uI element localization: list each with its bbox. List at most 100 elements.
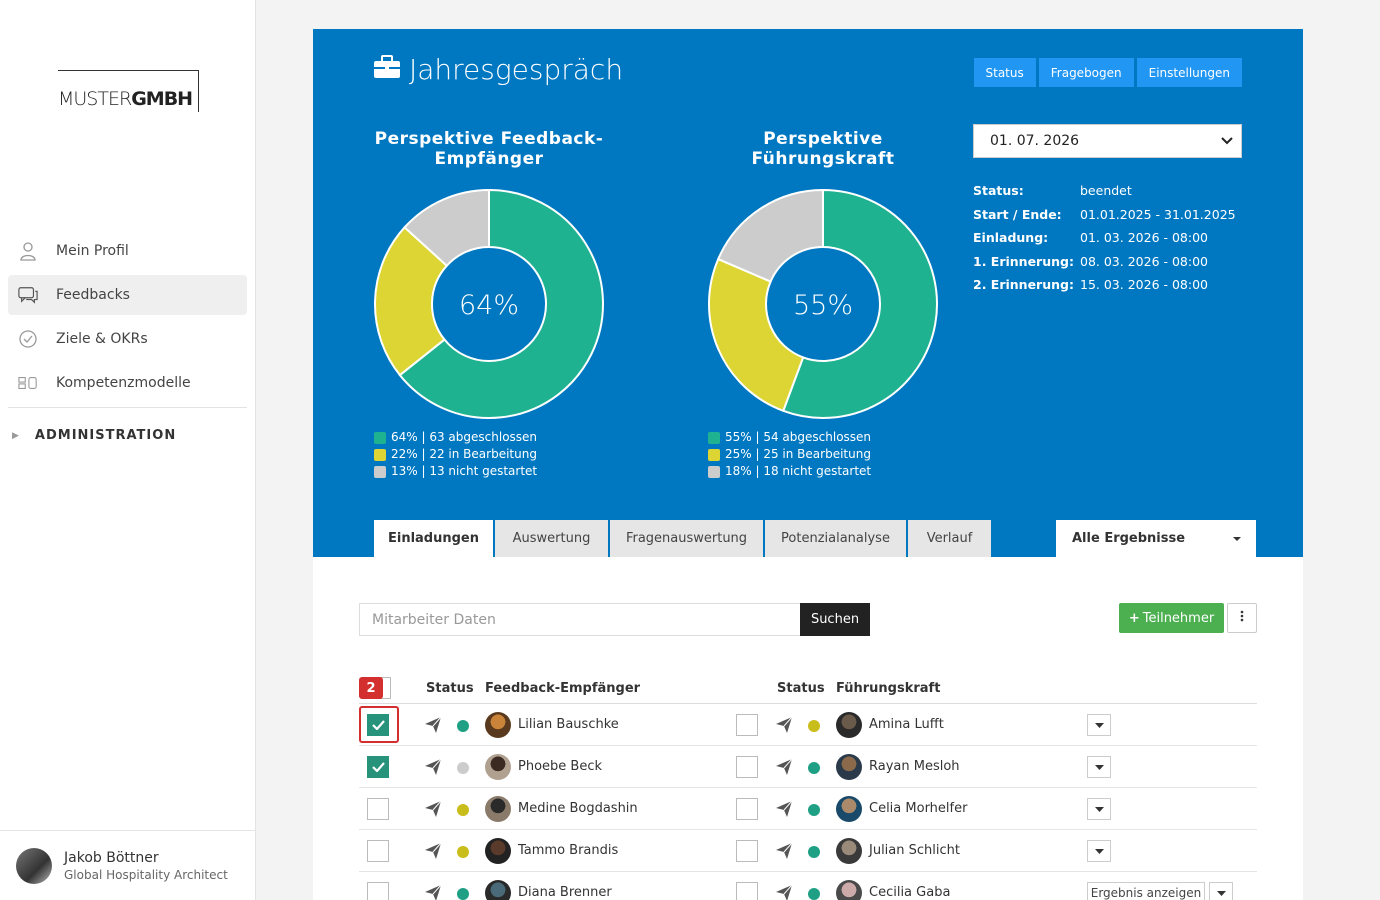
avatar bbox=[485, 838, 511, 864]
search-button[interactable]: Suchen bbox=[800, 603, 870, 636]
result-filter-select[interactable]: Alle Ergebnisse bbox=[1056, 520, 1256, 557]
chart-title-right: Perspektive Führungskraft bbox=[707, 129, 939, 169]
manager-name[interactable]: Rayan Mesloh bbox=[869, 759, 960, 774]
send-icon[interactable] bbox=[424, 842, 442, 860]
date-select[interactable]: 01. 07. 2026 bbox=[973, 124, 1242, 158]
check-icon bbox=[371, 720, 385, 730]
status-button[interactable]: Status bbox=[973, 58, 1036, 87]
row-actions-dropdown[interactable] bbox=[1087, 714, 1111, 736]
sidebar-item-mein-profil[interactable]: Mein Profil bbox=[8, 231, 247, 271]
column-header-status: Status bbox=[426, 681, 474, 696]
highlight-box bbox=[359, 706, 399, 743]
manager-name[interactable]: Celia Morhelfer bbox=[869, 801, 968, 816]
sidebar-item-ziele[interactable]: Ziele & OKRs bbox=[8, 319, 247, 359]
chart-legend-right: 55% | 54 abgeschlossen 25% | 25 in Bearb… bbox=[708, 429, 871, 480]
row-checkbox[interactable] bbox=[367, 798, 389, 820]
avatar bbox=[836, 754, 862, 780]
tab-auswertung[interactable]: Auswertung bbox=[495, 520, 608, 557]
sidebar-item-label: Kompetenzmodelle bbox=[56, 375, 191, 391]
logo-text: MUSTER bbox=[58, 88, 132, 110]
chat-icon bbox=[18, 285, 38, 305]
row-actions-dropdown[interactable] bbox=[1209, 882, 1233, 900]
check-circle-icon bbox=[18, 329, 38, 349]
user-profile[interactable]: Jakob Böttner Global Hospitality Archite… bbox=[0, 830, 256, 900]
status-dot bbox=[457, 762, 469, 774]
info-key: 2. Erinnerung: bbox=[973, 277, 1074, 293]
row-checkbox[interactable] bbox=[367, 714, 389, 736]
page-title-text: Jahresgespräch bbox=[409, 53, 624, 86]
send-icon[interactable] bbox=[775, 716, 793, 734]
send-icon[interactable] bbox=[775, 758, 793, 776]
donut-slice-in-Bearbeitung bbox=[708, 257, 805, 413]
tab-fragenauswertung[interactable]: Fragenauswertung bbox=[610, 520, 763, 557]
row-checkbox[interactable] bbox=[367, 756, 389, 778]
legend-item: 18% | 18 nicht gestartet bbox=[708, 463, 871, 480]
tab-potenzialanalyse[interactable]: Potenzialanalyse bbox=[765, 520, 906, 557]
legend-label: 13% | 13 nicht gestartet bbox=[391, 464, 538, 478]
briefcase-icon bbox=[373, 53, 401, 86]
tab-verlauf[interactable]: Verlauf bbox=[908, 520, 991, 557]
add-participant-button[interactable]: + Teilnehmer bbox=[1119, 603, 1224, 633]
send-icon[interactable] bbox=[424, 758, 442, 776]
info-key: 1. Erinnerung: bbox=[973, 253, 1074, 269]
row-actions-dropdown[interactable] bbox=[1087, 798, 1111, 820]
row-actions-dropdown[interactable] bbox=[1087, 840, 1111, 862]
legend-item: 64% | 63 abgeschlossen bbox=[374, 429, 537, 446]
chart-title-line: Perspektive bbox=[763, 129, 883, 149]
caret-down-icon bbox=[1094, 848, 1104, 854]
recipient-name[interactable]: Phoebe Beck bbox=[518, 759, 603, 774]
sidebar-section-label: ADMINISTRATION bbox=[34, 428, 177, 443]
avatar bbox=[836, 712, 862, 738]
row-checkbox[interactable] bbox=[367, 882, 389, 900]
manager-checkbox[interactable] bbox=[736, 756, 758, 778]
send-icon[interactable] bbox=[775, 842, 793, 860]
legend-swatch bbox=[374, 465, 386, 478]
recipient-name[interactable]: Medine Bogdashin bbox=[518, 801, 638, 816]
recipient-name[interactable]: Lilian Bauschke bbox=[518, 717, 619, 732]
status-dot bbox=[808, 720, 820, 732]
recipient-name[interactable]: Diana Brenner bbox=[518, 885, 612, 900]
manager-name[interactable]: Cecilia Gaba bbox=[869, 885, 951, 900]
manager-checkbox[interactable] bbox=[736, 840, 758, 862]
info-key: Einladung: bbox=[973, 230, 1049, 246]
send-icon[interactable] bbox=[424, 884, 442, 900]
send-icon[interactable] bbox=[775, 800, 793, 818]
row-actions-dropdown[interactable] bbox=[1087, 756, 1111, 778]
user-name: Jakob Böttner bbox=[64, 849, 159, 866]
legend-label: 25% | 25 in Bearbeitung bbox=[725, 447, 871, 461]
company-logo[interactable]: MUSTER GMBH bbox=[58, 70, 199, 112]
sidebar-item-administration[interactable]: ▶ ADMINISTRATION bbox=[12, 428, 176, 443]
sidebar-item-kompetenzmodelle[interactable]: Kompetenzmodelle bbox=[8, 363, 247, 403]
caret-down-icon bbox=[1094, 806, 1104, 812]
einstellungen-button[interactable]: Einstellungen bbox=[1136, 58, 1242, 87]
more-options-button[interactable] bbox=[1227, 603, 1257, 633]
sidebar-item-label: Ziele & OKRs bbox=[56, 331, 148, 347]
status-dot bbox=[808, 804, 820, 816]
row-checkbox[interactable] bbox=[367, 840, 389, 862]
caret-down-icon bbox=[1232, 531, 1242, 546]
fragebogen-button[interactable]: Fragebogen bbox=[1038, 58, 1134, 87]
date-select-value: 01. 07. 2026 bbox=[990, 133, 1080, 149]
column-header-manager: Führungskraft bbox=[836, 681, 941, 696]
table-row: Tammo Brandis Julian Schlicht bbox=[359, 830, 1257, 872]
table-row: Diana Brenner Cecilia Gaba Ergebnis anzeig… bbox=[359, 872, 1257, 900]
search-input[interactable]: Mitarbeiter Daten bbox=[359, 603, 801, 636]
send-icon[interactable] bbox=[424, 716, 442, 734]
legend-swatch bbox=[374, 431, 386, 444]
recipient-name[interactable]: Tammo Brandis bbox=[518, 843, 619, 858]
send-icon[interactable] bbox=[775, 884, 793, 900]
sidebar: MUSTER GMBH Mein Profil Feedbacks Ziele &… bbox=[0, 0, 256, 900]
info-key: Start / Ende: bbox=[973, 206, 1062, 222]
sidebar-item-feedbacks[interactable]: Feedbacks bbox=[8, 275, 247, 315]
send-icon[interactable] bbox=[424, 800, 442, 818]
manager-checkbox[interactable] bbox=[736, 882, 758, 900]
manager-checkbox[interactable] bbox=[736, 714, 758, 736]
info-value: 08. 03. 2026 - 08:00 bbox=[1080, 253, 1208, 269]
invitations-panel: Mitarbeiter Daten Suchen + Teilnehmer St… bbox=[313, 557, 1303, 900]
tab-einladungen[interactable]: Einladungen bbox=[374, 520, 493, 557]
step-badge: 2 bbox=[359, 677, 383, 699]
manager-name[interactable]: Amina Lufft bbox=[869, 717, 944, 732]
show-result-button[interactable]: Ergebnis anzeigen bbox=[1087, 882, 1205, 900]
manager-name[interactable]: Julian Schlicht bbox=[869, 843, 960, 858]
manager-checkbox[interactable] bbox=[736, 798, 758, 820]
